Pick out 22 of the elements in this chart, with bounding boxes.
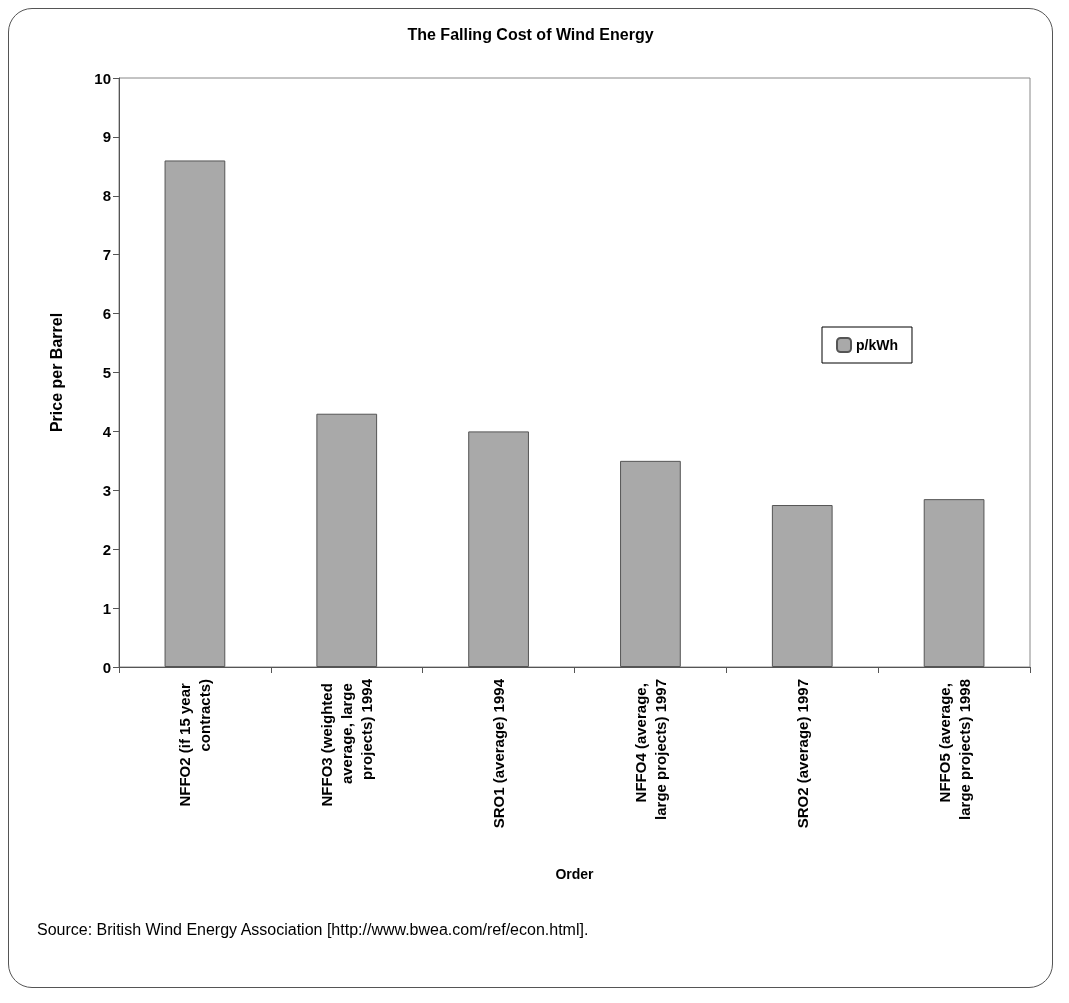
x-tick-label: SRO1 (average) 1994 — [490, 678, 508, 829]
x-tick-label: NFFO3 (weighted average, large projects) 1994 — [318, 678, 376, 807]
y-tick-label: 9 — [102, 128, 111, 146]
y-tick-label: 1 — [102, 599, 111, 617]
x-tick-label: SRO2 (average) 1997 — [793, 679, 811, 829]
y-tick-label: 5 — [102, 364, 111, 381]
y-tick-label: 4 — [102, 422, 112, 440]
y-tick-label: 3 — [102, 481, 111, 499]
y-tick-label: 6 — [102, 305, 111, 323]
source-note: Source: British Wind Energy Association [http://www.bwea.com/ref/econ.html]. — [37, 920, 589, 938]
chart-title: The Falling Cost of Wind Energy — [407, 25, 654, 43]
y-tick-label: 10 — [94, 69, 111, 87]
x-tick-label: NFFO2 (if 15 year contracts) — [176, 679, 214, 807]
y-tick-label: 7 — [102, 246, 111, 264]
y-tick-label: 0 — [102, 658, 111, 676]
legend-label: p/kWh — [856, 337, 899, 353]
x-tick-label: NFFO5 (average, large projects) 1998 — [935, 679, 973, 820]
x-tick-label: NFFO4 (average, large projects) 1997 — [631, 679, 669, 820]
y-tick-label: 8 — [102, 187, 111, 205]
y-axis-title: Price per Barrel — [47, 312, 65, 433]
y-tick-label: 2 — [102, 540, 111, 558]
x-axis-title: Order — [555, 866, 595, 882]
